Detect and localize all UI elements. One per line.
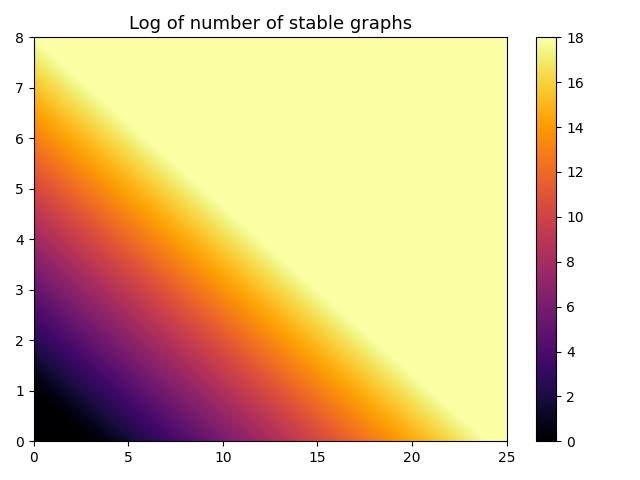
Title: Log of number of stable graphs: Log of number of stable graphs (129, 15, 412, 33)
